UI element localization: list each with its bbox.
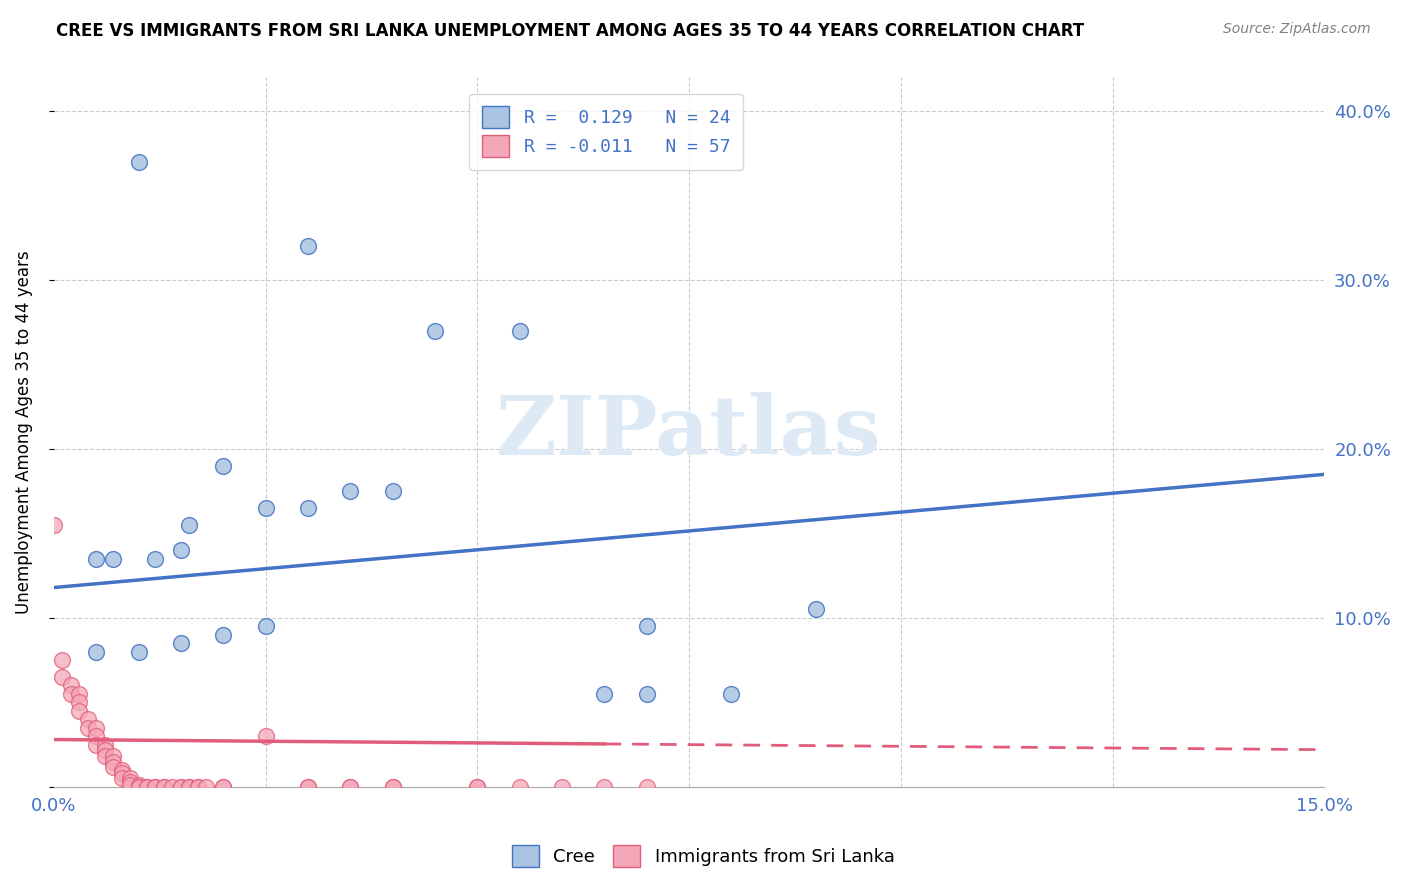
Point	[42, 518, 65, 533]
Point	[381, 484, 404, 499]
Point	[84, 729, 107, 743]
Point	[339, 484, 361, 499]
Point	[170, 543, 193, 558]
Point	[467, 780, 489, 794]
Point	[636, 780, 658, 794]
Point	[128, 154, 150, 169]
Point	[76, 712, 98, 726]
Point	[59, 687, 82, 701]
Legend: Cree, Immigrants from Sri Lanka: Cree, Immigrants from Sri Lanka	[505, 838, 901, 874]
Point	[162, 780, 184, 794]
Point	[467, 780, 489, 794]
Point	[179, 780, 201, 794]
Point	[195, 780, 218, 794]
Point	[212, 780, 235, 794]
Point	[101, 749, 124, 764]
Point	[153, 780, 176, 794]
Point	[120, 778, 142, 792]
Point	[339, 780, 361, 794]
Point	[804, 602, 827, 616]
Point	[187, 780, 209, 794]
Point	[136, 780, 159, 794]
Point	[297, 239, 319, 253]
Point	[254, 729, 277, 743]
Text: CREE VS IMMIGRANTS FROM SRI LANKA UNEMPLOYMENT AMONG AGES 35 TO 44 YEARS CORRELA: CREE VS IMMIGRANTS FROM SRI LANKA UNEMPL…	[56, 22, 1084, 40]
Point	[509, 324, 531, 338]
Legend: R =  0.129   N = 24, R = -0.011   N = 57: R = 0.129 N = 24, R = -0.011 N = 57	[470, 94, 742, 170]
Point	[128, 780, 150, 794]
Point	[110, 763, 132, 777]
Point	[145, 551, 167, 566]
Point	[67, 695, 90, 709]
Point	[212, 628, 235, 642]
Point	[254, 501, 277, 516]
Y-axis label: Unemployment Among Ages 35 to 44 years: Unemployment Among Ages 35 to 44 years	[15, 251, 32, 614]
Text: ZIPatlas: ZIPatlas	[496, 392, 882, 472]
Point	[170, 780, 193, 794]
Point	[67, 704, 90, 718]
Point	[101, 755, 124, 769]
Point	[120, 774, 142, 789]
Point	[297, 780, 319, 794]
Point	[120, 772, 142, 786]
Point	[110, 766, 132, 780]
Point	[297, 780, 319, 794]
Point	[636, 619, 658, 633]
Point	[110, 772, 132, 786]
Point	[101, 551, 124, 566]
Point	[51, 670, 73, 684]
Point	[339, 780, 361, 794]
Point	[76, 721, 98, 735]
Point	[381, 780, 404, 794]
Point	[128, 645, 150, 659]
Point	[509, 780, 531, 794]
Point	[145, 780, 167, 794]
Point	[179, 518, 201, 533]
Point	[101, 759, 124, 773]
Point	[636, 687, 658, 701]
Point	[93, 738, 115, 752]
Point	[720, 687, 742, 701]
Point	[551, 780, 574, 794]
Text: Source: ZipAtlas.com: Source: ZipAtlas.com	[1223, 22, 1371, 37]
Point	[297, 501, 319, 516]
Point	[145, 780, 167, 794]
Point	[254, 619, 277, 633]
Point	[153, 780, 176, 794]
Point	[179, 780, 201, 794]
Point	[170, 780, 193, 794]
Point	[84, 645, 107, 659]
Point	[187, 780, 209, 794]
Point	[51, 653, 73, 667]
Point	[67, 687, 90, 701]
Point	[136, 780, 159, 794]
Point	[84, 551, 107, 566]
Point	[212, 780, 235, 794]
Point	[59, 678, 82, 692]
Point	[593, 687, 616, 701]
Point	[84, 738, 107, 752]
Point	[128, 780, 150, 794]
Point	[93, 749, 115, 764]
Point	[593, 780, 616, 794]
Point	[93, 742, 115, 756]
Point	[212, 458, 235, 473]
Point	[170, 636, 193, 650]
Point	[423, 324, 446, 338]
Point	[381, 780, 404, 794]
Point	[84, 721, 107, 735]
Point	[128, 778, 150, 792]
